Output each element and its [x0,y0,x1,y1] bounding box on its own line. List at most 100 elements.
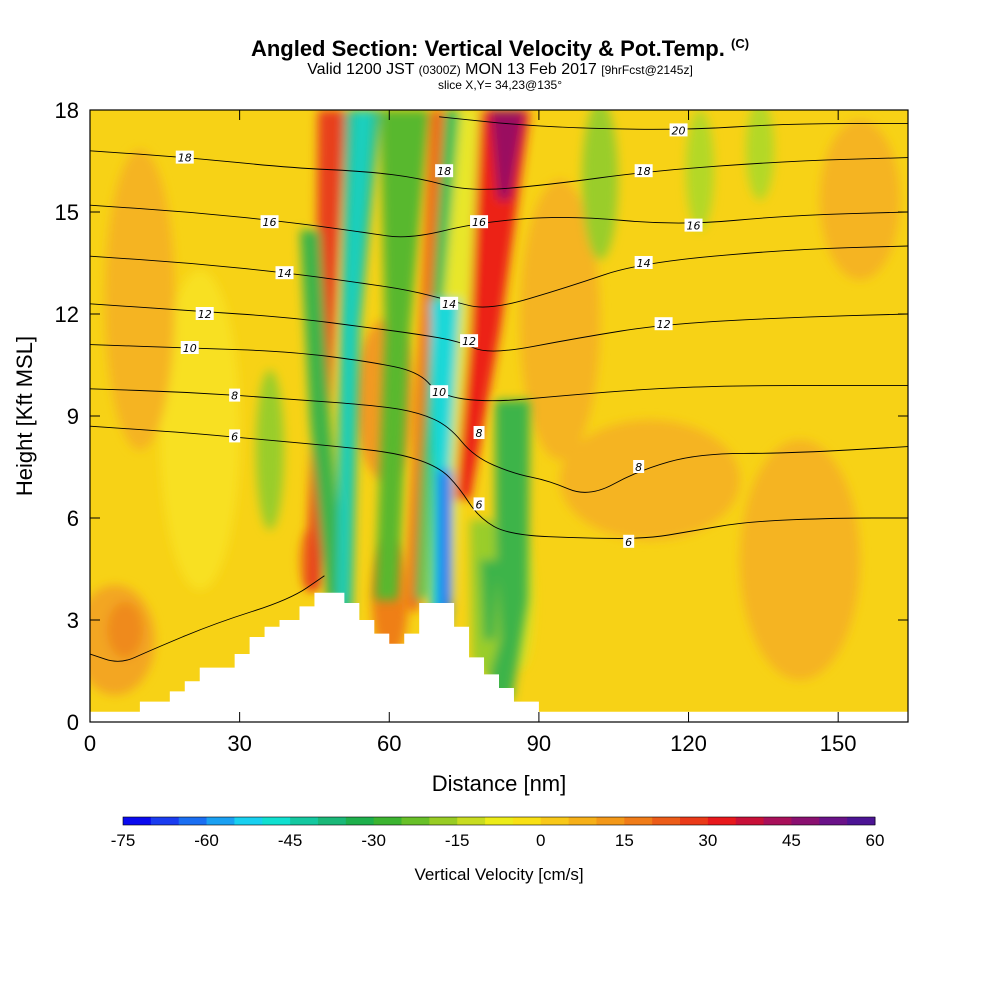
colorbar-swatch [763,817,792,825]
x-tick-label: 150 [820,731,857,756]
colorbar-swatch [707,817,737,825]
terrain-mask [90,592,908,722]
colorbar-swatch [262,817,291,825]
colorbar-swatch [735,817,765,825]
contour-label: 14 [637,257,651,270]
valid-time: Valid 1200 JST [307,61,415,78]
contour-label-bg [623,534,635,548]
theta-contour [439,116,908,130]
colorbar: -75 -60 -45 -30 -15 0 15 30 45 60 [111,816,884,850]
chart-subtitle: Valid 1200 JST (0300Z) MON 13 Feb 2017 [… [0,61,1000,79]
x-axis-label: Distance [nm] [432,771,567,796]
contour-label-bg [460,334,479,348]
contour-label-bg [473,426,485,439]
contour-label: 16 [687,220,701,233]
colorbar-swatch [512,817,542,825]
updraft-core [107,602,143,658]
colorbar-swatch [123,817,152,825]
colorbar-tick-label: -30 [361,831,386,850]
updraft-core [490,110,525,200]
contour-label-bg [175,150,194,164]
y-tick-label: 15 [55,200,79,225]
contour-label-bg [634,256,653,269]
y-tick-label: 12 [55,302,79,327]
y-tick-label: 6 [67,506,79,531]
colorbar-swatch [652,817,681,825]
contour-label-bg [654,317,673,331]
velocity-field [90,110,908,722]
y-axis-label: Height [Kft MSL] [12,336,37,496]
chart-title-text: Angled Section: Vertical Velocity & Pot.… [250,36,725,61]
downdraft-core [436,470,452,640]
colorbar-frame [122,816,876,826]
contour-label: 16 [263,216,277,229]
contour-label-bg [440,296,459,310]
contour-label-bg [430,385,449,399]
contour-label: 18 [178,152,192,165]
contour-label: 8 [476,427,483,440]
contour-label-bg [684,218,703,232]
x-axis: 0 30 60 90 120 150 [84,110,857,756]
forecast-info: [9hrFcst@2145z] [601,63,693,77]
contour-label: 6 [476,498,483,511]
contour-label: 6 [231,430,238,443]
colorbar-swatch [568,817,597,825]
slice-info: slice X,Y= 34,23@135° [437,78,563,92]
colorbar-tick-label: -60 [194,831,219,850]
y-axis: 0 3 6 9 12 15 18 [55,98,908,735]
colorbar-tick-label: 45 [782,831,801,850]
colorbar-swatch [317,817,347,825]
colorbar-tick-label: 15 [615,831,634,850]
valid-date: MON 13 Feb 2017 [465,61,597,78]
theta-contour [90,303,908,352]
colorbar-swatch [150,817,180,825]
colorbar-swatch [234,817,263,825]
contour-label: 14 [278,267,292,280]
downdraft-band [375,110,430,600]
contour-label-bg [470,215,489,229]
updraft-cell [105,150,175,450]
colorbar-swatch [819,817,848,825]
colorbar-tick-label: -75 [111,831,136,850]
contour-label-bg [634,164,653,178]
theta-contours [90,116,908,662]
theta-contour [90,204,908,238]
updraft-cell [520,180,600,460]
downdraft-streak [746,110,774,200]
contour-label: 10 [432,386,446,399]
theta-contour [90,575,325,662]
colorbar-tick-label: 30 [698,831,717,850]
colorbar-swatch [624,817,653,825]
contour-label: 12 [657,318,671,331]
utc-time: (0300Z) [418,63,461,77]
colorbar-swatch [178,817,208,825]
theta-contour [90,388,908,493]
y-tick-label: 0 [67,710,79,735]
chart-title-unit: (C) [731,36,750,51]
x-tick-label: 120 [670,731,707,756]
downdraft-streak [582,110,618,260]
colorbar-swatch [290,817,319,825]
colorbar-swatch [206,817,235,825]
colorbar-swatch [457,817,486,825]
contour-label: 18 [637,165,651,178]
downdraft-streak [686,110,714,230]
theta-contour [90,425,908,539]
contour-label: 16 [472,216,486,229]
updraft-band [455,110,530,500]
downdraft-streak [256,370,284,530]
y-tick-label: 3 [67,608,79,633]
contour-label: 20 [672,124,686,137]
updraft-cell [560,420,740,540]
colorbar-label: Vertical Velocity [cm/s] [414,865,583,884]
colorbar-swatch [345,817,375,825]
colorbar-swatch [847,817,876,825]
colorbar-swatch [485,817,514,825]
colorbar-swatch [596,817,625,825]
colorbar-tick-label: -45 [278,831,303,850]
updraft-cell [820,120,900,280]
colorbar-swatch [401,817,430,825]
theta-contour [90,344,908,402]
contour-label: 14 [442,298,456,311]
